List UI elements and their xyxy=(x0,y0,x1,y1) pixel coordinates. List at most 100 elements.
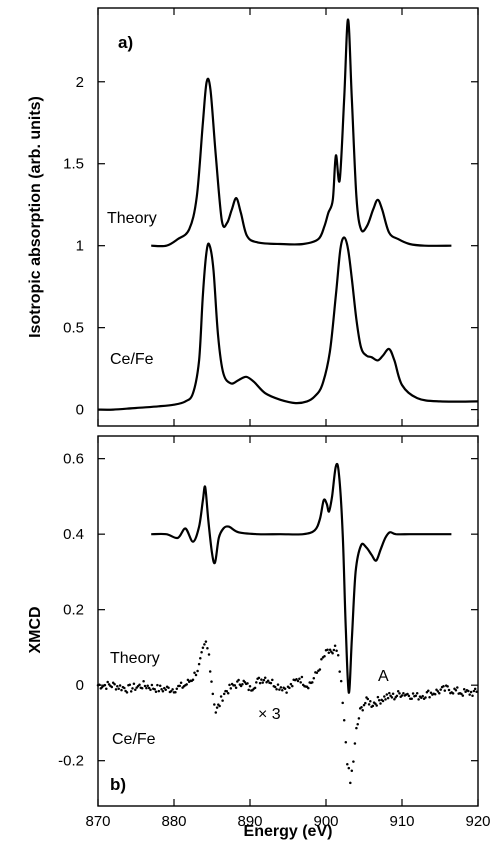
data-point xyxy=(454,689,458,692)
data-point xyxy=(193,671,196,675)
series-ce-fe-line xyxy=(97,236,479,411)
y-tick-label: 1 xyxy=(76,238,84,255)
data-point xyxy=(411,692,415,695)
data-point xyxy=(260,678,263,681)
data-point xyxy=(356,722,359,726)
data-point xyxy=(384,698,387,701)
data-point xyxy=(269,681,273,685)
data-point xyxy=(336,654,340,657)
y-tick-label: 2 xyxy=(76,74,84,91)
data-point xyxy=(460,692,463,696)
data-point xyxy=(318,668,322,671)
data-point xyxy=(390,696,394,699)
data-point xyxy=(117,687,120,691)
data-point xyxy=(213,703,216,706)
data-point xyxy=(253,686,257,690)
data-point xyxy=(140,687,144,690)
data-point xyxy=(417,698,420,701)
data-point xyxy=(291,684,294,688)
data-point xyxy=(289,682,293,686)
y-axis-title-bottom: XMCD xyxy=(27,606,44,653)
x-axis-title: Energy (eV) xyxy=(244,823,333,840)
data-point xyxy=(132,682,136,686)
data-point xyxy=(163,686,166,690)
data-point xyxy=(200,651,203,654)
data-point xyxy=(364,701,367,705)
data-point xyxy=(257,676,261,680)
data-point xyxy=(169,690,173,693)
data-point xyxy=(131,687,134,690)
data-point xyxy=(233,684,237,687)
panel-b-y-ticks: -0.2 0 0.2 0.4 0.6 xyxy=(58,451,478,770)
data-point xyxy=(204,640,208,643)
x-tick-label: 910 xyxy=(389,813,414,830)
y-tick-label: 0.2 xyxy=(63,602,84,619)
data-point xyxy=(150,683,154,687)
data-point xyxy=(234,686,238,689)
data-point xyxy=(410,697,413,701)
data-point xyxy=(158,684,162,688)
data-point xyxy=(338,670,341,673)
data-point xyxy=(164,688,167,692)
data-point xyxy=(388,691,391,695)
data-point xyxy=(333,644,337,647)
data-point xyxy=(312,676,316,680)
data-point xyxy=(194,673,198,677)
series-theory-line xyxy=(151,18,452,248)
data-point xyxy=(261,681,264,684)
data-point xyxy=(361,709,364,712)
data-point xyxy=(407,694,411,698)
data-point xyxy=(349,781,352,785)
data-point xyxy=(279,686,283,689)
data-point xyxy=(469,690,473,694)
data-point xyxy=(475,690,478,694)
data-point xyxy=(386,696,390,700)
data-point xyxy=(385,693,389,696)
data-point xyxy=(421,694,424,698)
panel-b-series xyxy=(96,462,478,785)
data-point xyxy=(147,686,151,690)
data-point xyxy=(288,686,291,690)
data-point xyxy=(118,684,122,687)
data-point xyxy=(271,678,274,682)
theory-label-b: Theory xyxy=(110,650,160,667)
data-point xyxy=(146,684,149,688)
data-point xyxy=(446,685,449,688)
cefe-label-a: Ce/Fe xyxy=(110,351,154,368)
panel-a-label: a) xyxy=(118,33,133,52)
data-point xyxy=(105,687,108,690)
data-point xyxy=(307,686,310,690)
y-tick-label: 0 xyxy=(76,402,84,419)
data-point xyxy=(199,657,202,660)
data-point xyxy=(433,693,437,696)
data-point xyxy=(225,690,229,693)
data-point xyxy=(393,697,396,701)
data-point xyxy=(210,680,213,683)
data-point xyxy=(360,706,363,709)
data-point xyxy=(123,686,126,690)
data-point xyxy=(143,684,147,688)
data-point xyxy=(171,688,174,691)
data-point xyxy=(125,691,129,694)
panel-a-y-ticks: 0 0.5 1 1.5 2 xyxy=(63,74,478,419)
data-point xyxy=(275,688,278,691)
data-point xyxy=(179,681,183,685)
data-point xyxy=(262,678,266,682)
data-point xyxy=(339,679,343,683)
data-point xyxy=(439,688,442,691)
data-point xyxy=(114,688,118,691)
data-point xyxy=(342,718,346,722)
x-tick-label: 900 xyxy=(313,813,338,830)
data-point xyxy=(197,662,201,666)
data-point xyxy=(128,683,132,686)
data-point xyxy=(346,762,349,766)
y-axis-title-top: Isotropic absorption (arb. units) xyxy=(27,96,44,338)
data-point xyxy=(347,766,351,770)
data-point xyxy=(331,651,334,655)
data-point xyxy=(462,687,466,691)
data-point xyxy=(366,697,370,701)
data-point xyxy=(226,692,230,695)
data-point xyxy=(299,681,302,684)
data-point xyxy=(273,685,277,689)
data-point xyxy=(400,694,404,697)
